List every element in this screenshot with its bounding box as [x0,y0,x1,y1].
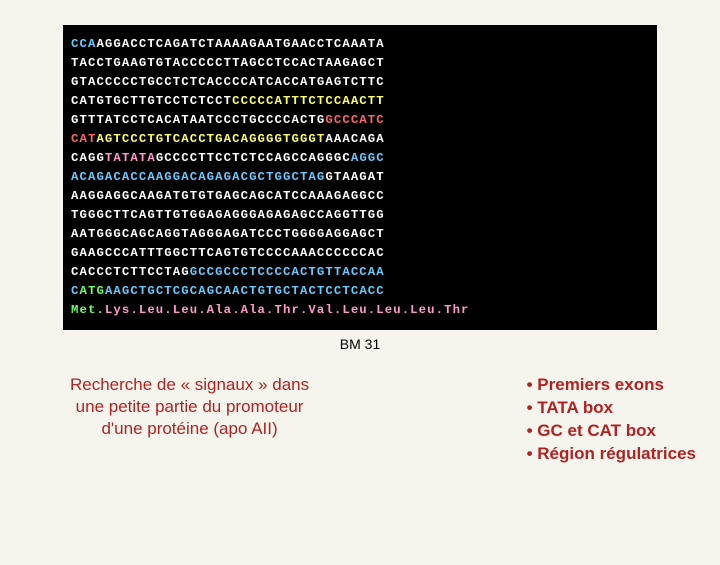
sequence-line: GTACCCCCTGCCTCTCACCCCATCACCATGAGTCTTC [71,73,657,92]
sequence-segment: AGGC [351,151,385,165]
sequence-segment: AGTCCCTGTCACCTGACAGGGGTGGGT [96,132,325,146]
sequence-segment: CCCCCATTTCTCCAACTT [232,94,385,108]
sequence-segment: GAAGCCCATTTGGCTTCAGTGTCCCCAAACCCCCCAC [71,246,385,260]
sequence-segment: ACAGACACCAAGGACAGAGACGCTGGCTAG [71,170,325,184]
sequence-line: TGGGCTTCAGTTGTGGAGAGGGAGAGAGCCAGGTTGG [71,206,657,225]
figure-caption: BM 31 [0,336,720,352]
sequence-segment: GTTTATCCTCACATAATCCCTGCCCCACTG [71,113,325,127]
sequence-segment: GTAAGAT [325,170,384,184]
sequence-segment: CAT [71,132,96,146]
description-row: Recherche de « signaux » dans une petite… [0,352,720,466]
description-text: Recherche de « signaux » dans une petite… [70,374,309,466]
sequence-segment: CAGG [71,151,105,165]
sequence-segment: GTACCCCCTGCCTCTCACCCCATCACCATGAGTCTTC [71,75,385,89]
sequence-segment: TGGGCTTCAGTTGTGGAGAGGGAGAGAGCCAGGTTGG [71,208,385,222]
sequence-line: TACCTGAAGTGTACCCCCTTAGCCTCCACTAAGAGCT [71,54,657,73]
sequence-line: AATGGGCAGCAGGTAGGGAGATCCCTGGGGAGGAGCT [71,225,657,244]
sequence-segment: Met. [71,303,105,317]
sequence-line: CAGGTATATAGCCCCTTCCTCTCCAGCCAGGGCAGGC [71,149,657,168]
desc-line1: Recherche de « signaux » dans [70,375,309,394]
sequence-line: GTTTATCCTCACATAATCCCTGCCCCACTGGCCCATC [71,111,657,130]
sequence-segment: GCCCATC [325,113,384,127]
sequence-segment: TATATA [105,151,156,165]
sequence-viewer: CCAAGGACCTCAGATCTAAAAGAATGAACCTCAAATA TAC… [63,25,657,330]
sequence-segment: GCCGCCCTCCCCACTGTTACCAA [190,265,385,279]
sequence-segment: AGGACCTCAGATCTAAAAGAATGAACCTCAAATA [96,37,384,51]
sequence-line: GAAGCCCATTTGGCTTCAGTGTCCCCAAACCCCCCAC [71,244,657,263]
sequence-segment: AAGCTGCTCGCAGCAACTGTGCTACTCCTCACC [105,284,385,298]
sequence-segment: GCCCCTTCCTCTCCAGCCAGGGC [156,151,351,165]
sequence-segment: Lys.Leu.Leu.Ala.Ala.Thr.Val.Leu.Leu.Leu.… [105,303,470,317]
sequence-line: AAGGAGGCAAGATGTGTGAGCAGCATCCAAAGAGGCC [71,187,657,206]
sequence-line: CATGTGCTTGTCCTCTCCTCCCCCATTTCTCCAACTT [71,92,657,111]
sequence-line: ACAGACACCAAGGACAGAGACGCTGGCTAGGTAAGAT [71,168,657,187]
sequence-line: CACCCTCTTCCTAGGCCGCCCTCCCCACTGTTACCAA [71,263,657,282]
sequence-segment: CATGTGCTTGTCCTCTCCT [71,94,232,108]
sequence-line: CATGAAGCTGCTCGCAGCAACTGTGCTACTCCTCACC [71,282,657,301]
sequence-segment: AATGGGCAGCAGGTAGGGAGATCCCTGGGGAGGAGCT [71,227,385,241]
sequence-segment: CACCCTCTTCCTAG [71,265,190,279]
sequence-line: CATAGTCCCTGTCACCTGACAGGGGTGGGTAAACAGA [71,130,657,149]
desc-line3: d'une protéine (apo AII) [101,419,277,438]
bullet-item: • Premiers exons [527,374,696,397]
sequence-segment: AAACAGA [325,132,384,146]
sequence-segment: CCA [71,37,96,51]
bullet-item: • Région régulatrices [527,443,696,466]
sequence-segment: TACCTGAAGTGTACCCCCTTAGCCTCCACTAAGAGCT [71,56,385,70]
desc-line2: une petite partie du promoteur [76,397,304,416]
bullet-item: • TATA box [527,397,696,420]
sequence-segment: ATG [79,284,104,298]
sequence-line: Met.Lys.Leu.Leu.Ala.Ala.Thr.Val.Leu.Leu.… [71,301,657,320]
sequence-line: CCAAGGACCTCAGATCTAAAAGAATGAACCTCAAATA [71,35,657,54]
sequence-segment: AAGGAGGCAAGATGTGTGAGCAGCATCCAAAGAGGCC [71,189,385,203]
bullet-list: • Premiers exons • TATA box • GC et CAT … [527,374,696,466]
bullet-item: • GC et CAT box [527,420,696,443]
